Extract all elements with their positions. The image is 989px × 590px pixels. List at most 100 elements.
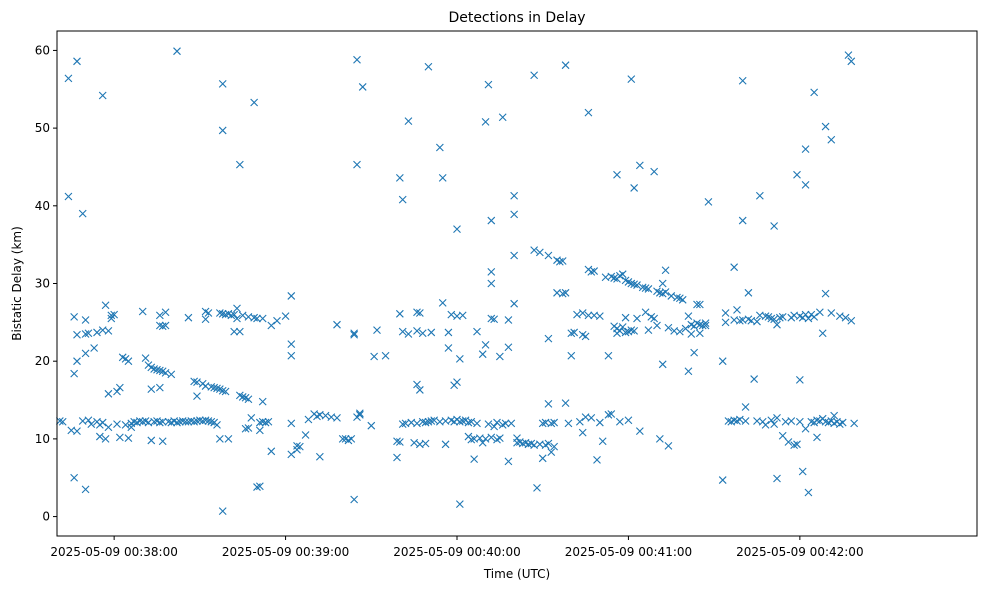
data-point [693, 300, 701, 309]
data-point [338, 434, 347, 443]
data-point [590, 267, 599, 275]
data-point [201, 315, 210, 324]
data-point [393, 437, 401, 446]
data-point [287, 340, 296, 348]
data-point [110, 310, 119, 319]
data-point [64, 192, 73, 201]
data-point [481, 340, 490, 349]
data-point [218, 386, 227, 395]
data-point [81, 349, 90, 358]
data-point [487, 433, 496, 442]
data-point [564, 419, 573, 428]
data-point [381, 351, 390, 360]
data-point [207, 417, 216, 426]
data-point [93, 328, 101, 337]
data-point [253, 483, 261, 491]
data-point [793, 170, 801, 179]
data-point [495, 352, 504, 361]
data-point [418, 417, 427, 426]
data-point [413, 327, 421, 335]
data-point [355, 409, 364, 418]
data-point [413, 308, 421, 317]
data-point [198, 417, 207, 425]
data-point [395, 173, 404, 182]
data-point [627, 326, 636, 335]
data-point [453, 378, 461, 387]
data-point [604, 351, 613, 360]
data-point [253, 314, 261, 323]
data-point [641, 284, 650, 293]
data-point [244, 395, 253, 404]
data-point [561, 61, 570, 70]
data-point [138, 307, 147, 316]
data-point [101, 301, 110, 310]
data-point [258, 314, 267, 323]
data-point [295, 442, 304, 451]
data-point [573, 310, 581, 319]
data-point [767, 314, 776, 323]
data-point [721, 309, 730, 317]
data-point [455, 417, 464, 426]
data-point [813, 416, 821, 425]
data-point [158, 322, 167, 331]
data-point [215, 309, 224, 317]
data-point [264, 417, 273, 426]
data-point [444, 328, 453, 337]
data-point [221, 387, 230, 396]
data-point [804, 314, 813, 323]
data-point [201, 416, 210, 425]
data-point [741, 403, 750, 411]
data-point [424, 62, 433, 71]
data-point [507, 419, 516, 428]
data-point [287, 292, 296, 300]
data-point [238, 311, 247, 320]
data-point [395, 438, 404, 446]
data-point [595, 312, 604, 321]
data-point [250, 98, 259, 107]
data-point [755, 191, 764, 200]
data-point [801, 424, 810, 433]
data-point [175, 417, 184, 426]
data-point [161, 308, 170, 317]
data-point [544, 334, 553, 343]
data-point [218, 507, 227, 516]
data-point [413, 380, 421, 389]
data-point [815, 308, 824, 317]
data-point [558, 257, 567, 265]
data-point [547, 419, 556, 428]
data-point [793, 440, 801, 449]
data-point [367, 421, 376, 430]
data-point [733, 306, 741, 314]
data-point [801, 310, 810, 319]
data-point [487, 216, 496, 225]
data-point [621, 313, 630, 322]
data-point [467, 417, 476, 426]
data-point [70, 369, 79, 378]
data-point [418, 329, 427, 338]
data-point [678, 295, 687, 304]
data-point [775, 313, 784, 322]
data-point [107, 311, 116, 320]
x-tick-label: 2025-05-09 00:41:00 [565, 545, 692, 559]
data-point [610, 274, 619, 282]
data-point [490, 315, 499, 324]
data-point [73, 427, 81, 436]
y-tick-label: 50 [35, 121, 50, 135]
data-point [504, 457, 513, 466]
data-point [495, 434, 504, 442]
data-point [795, 375, 804, 384]
data-point [78, 209, 87, 218]
data-point [484, 420, 493, 429]
data-point [473, 327, 481, 336]
data-point [487, 267, 496, 276]
data-point [658, 360, 667, 369]
data-points [55, 47, 859, 516]
data-point [281, 312, 290, 321]
data-point [404, 330, 413, 338]
data-point [261, 418, 270, 427]
data-point [504, 343, 513, 352]
data-point [98, 418, 107, 427]
data-point [635, 161, 644, 170]
data-point [533, 483, 541, 492]
